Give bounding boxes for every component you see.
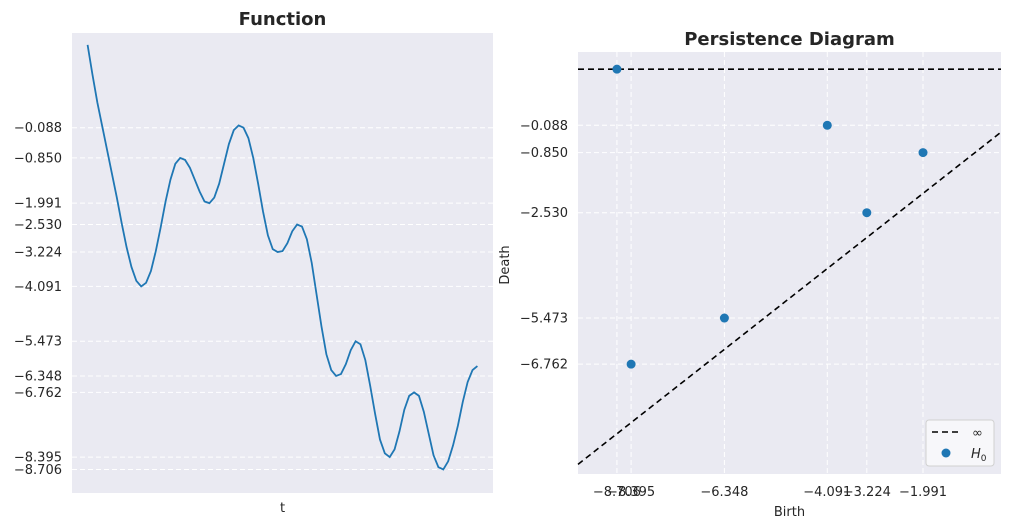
persistence-ticks: −8.706−8.395 −6.348 −4.091−3.224 −1.991 −0.0… bbox=[520, 119, 947, 500]
persistence-title: Persistence Diagram bbox=[684, 29, 895, 50]
persistence-grid bbox=[578, 52, 1001, 474]
persistence-point bbox=[862, 208, 872, 218]
persistence-y-label: Death bbox=[498, 245, 513, 284]
function-line bbox=[86, 44, 478, 471]
y-tick-label: −6.762 bbox=[520, 358, 568, 373]
x-tick-label: −8.706 bbox=[593, 485, 641, 500]
persistence-diagram-chart: −8.706−8.395 −6.348 −4.091−3.224 −1.991 −0.0… bbox=[498, 29, 1002, 520]
y-tick-label: −1.991 bbox=[14, 197, 62, 212]
persistence-point bbox=[626, 359, 636, 369]
y-tick-label: −2.530 bbox=[520, 206, 568, 221]
function-y-ticks: −0.088 −0.850 −1.991 −2.530 −3.224 −4.091 −5.4… bbox=[14, 121, 62, 478]
y-tick-label: −0.088 bbox=[520, 119, 568, 134]
legend-h0-swatch bbox=[941, 448, 951, 458]
y-tick-label: −0.088 bbox=[14, 121, 62, 136]
y-tick-label: −8.395 bbox=[14, 451, 62, 466]
legend-h0-label: H0 bbox=[971, 447, 987, 464]
y-tick-label: −6.762 bbox=[14, 386, 62, 401]
function-grid bbox=[72, 127, 493, 470]
legend: ∞ H0 bbox=[925, 419, 995, 467]
function-chart: −0.088 −0.850 −1.991 −2.530 −3.224 −4.091 −5.4… bbox=[14, 9, 493, 516]
persistence-points bbox=[612, 64, 928, 369]
y-tick-label: −6.348 bbox=[14, 369, 62, 384]
y-tick-label: −0.850 bbox=[520, 146, 568, 161]
y-tick-label: −4.091 bbox=[14, 280, 62, 295]
x-tick-label: −6.348 bbox=[700, 485, 748, 500]
x-tick-label: −3.224 bbox=[843, 485, 891, 500]
x-tick-label: −1.991 bbox=[899, 485, 947, 500]
persistence-x-label: Birth bbox=[774, 505, 805, 520]
legend-h0-sub: 0 bbox=[981, 454, 987, 464]
y-tick-label: −5.473 bbox=[520, 312, 568, 327]
legend-h0-main: H bbox=[971, 447, 981, 462]
x-tick-label: −8.395 bbox=[607, 485, 655, 500]
legend-infinity-label: ∞ bbox=[972, 426, 983, 441]
x-tick-label: −4.091 bbox=[803, 485, 851, 500]
persistence-point bbox=[612, 64, 622, 74]
y-tick-label: −0.850 bbox=[14, 151, 62, 166]
persistence-point bbox=[918, 148, 928, 158]
y-tick-label: −2.530 bbox=[14, 218, 62, 233]
y-tick-label: −5.473 bbox=[14, 335, 62, 350]
persistence-plot-area bbox=[578, 52, 1001, 474]
function-title: Function bbox=[239, 9, 327, 30]
persistence-point bbox=[719, 313, 729, 323]
function-plot-area bbox=[72, 33, 493, 493]
y-tick-label: −8.706 bbox=[14, 463, 62, 478]
y-tick-label: −3.224 bbox=[14, 246, 62, 261]
persistence-point bbox=[822, 120, 832, 130]
function-x-label: t bbox=[280, 501, 285, 516]
